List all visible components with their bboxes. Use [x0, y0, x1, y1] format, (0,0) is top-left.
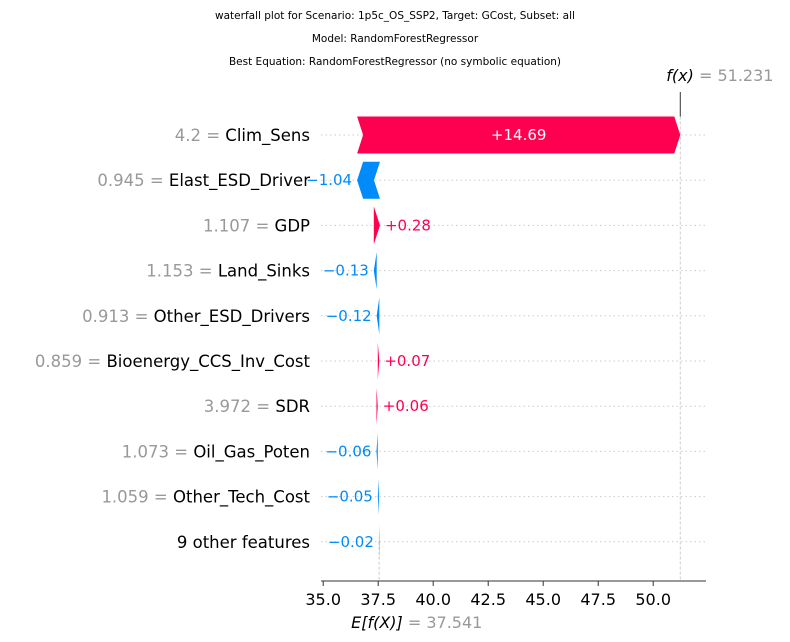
feature-label: 4.2 = Clim_Sens [175, 126, 310, 146]
contribution-label: −0.05 [327, 488, 373, 506]
feature-label: 1.153 = Land_Sinks [146, 262, 310, 282]
feature-name: Bioenergy_CCS_Inv_Cost [106, 352, 310, 372]
waterfall-bar [373, 252, 377, 290]
contribution-label: −0.06 [325, 442, 371, 460]
feature-value: 1.059 = [101, 488, 173, 507]
contribution-label: −1.04 [306, 171, 352, 189]
feature-name: Clim_Sens [225, 126, 310, 146]
x-tick-label: 42.5 [470, 590, 506, 609]
ex-label: E[f(X)] [351, 613, 403, 632]
feature-value: 0.859 = [35, 352, 107, 371]
feature-label: 9 other features [177, 533, 310, 552]
feature-label: 0.913 = Other_ESD_Drivers [82, 307, 310, 327]
feature-value: 1.153 = [146, 262, 218, 281]
feature-name: GDP [275, 216, 310, 235]
waterfall-bar [377, 478, 379, 516]
chart-title-line-2: Model: RandomForestRegressor [312, 33, 479, 45]
feature-label: 0.945 = Elast_ESD_Driver [97, 171, 310, 191]
x-tick-label: 50.0 [635, 590, 671, 609]
contribution-label: +14.69 [491, 126, 547, 144]
waterfall-bar [376, 387, 378, 425]
feature-value: 0.913 = [82, 307, 154, 326]
feature-name: SDR [275, 397, 310, 416]
contribution-label: +0.06 [383, 397, 429, 415]
bars-layer [357, 116, 681, 561]
feature-label: 1.073 = Oil_Gas_Poten [122, 442, 310, 462]
contribution-label: +0.28 [385, 216, 431, 234]
feature-value: 0.945 = [97, 171, 169, 190]
feature-name: Elast_ESD_Driver [169, 171, 310, 191]
feature-name: Oil_Gas_Poten [193, 442, 310, 462]
x-tick-label: 40.0 [415, 590, 451, 609]
x-axis: 35.0 37.5 40.0 42.5 45.0 47.5 50.0 f(x) = 51.23… [305, 66, 773, 632]
waterfall-bar [373, 206, 380, 244]
fx-annotation: f(x) = 51.231 [666, 66, 773, 85]
feature-value: 4.2 = [175, 126, 226, 145]
feature-value: 3.972 = [204, 397, 276, 416]
x-tick-label: 35.0 [305, 590, 341, 609]
ex-value: = 37.541 [403, 613, 483, 632]
contribution-label: −0.12 [326, 307, 372, 325]
feature-name: Other_Tech_Cost [173, 488, 311, 508]
waterfall-bar [377, 342, 380, 380]
labels-layer: +14.694.2 = Clim_Sens−1.040.945 = Elast_… [35, 126, 547, 552]
feature-value: 1.107 = [203, 216, 275, 235]
chart-title-line-3: Best Equation: RandomForestRegressor (no… [229, 56, 561, 68]
feature-label: 1.107 = GDP [203, 216, 310, 235]
chart-title-line-1: waterfall plot for Scenario: 1p5c_OS_SSP… [215, 10, 575, 22]
contribution-label: −0.13 [323, 262, 369, 280]
x-tick-label: 47.5 [580, 590, 616, 609]
feature-label: 3.972 = SDR [204, 397, 310, 416]
feature-name: Land_Sinks [218, 262, 310, 282]
contribution-label: −0.02 [328, 533, 374, 551]
feature-label: 1.059 = Other_Tech_Cost [101, 488, 310, 508]
fx-value: = 51.231 [694, 66, 774, 85]
contribution-label: +0.07 [384, 352, 430, 370]
waterfall-bar [357, 116, 681, 154]
waterfall-bar [376, 297, 380, 335]
feature-label: 0.859 = Bioenergy_CCS_Inv_Cost [35, 352, 311, 372]
grid-layer [321, 116, 706, 581]
waterfall-bar [376, 432, 378, 470]
feature-name: 9 other features [177, 533, 310, 552]
x-tick-label: 37.5 [360, 590, 396, 609]
waterfall-bar [357, 161, 380, 199]
fx-label: f(x) [666, 66, 694, 85]
x-tick-label: 45.0 [525, 590, 561, 609]
ex-annotation: E[f(X)] = 37.541 [351, 613, 482, 632]
feature-name: Other_ESD_Drivers [154, 307, 310, 327]
feature-value: 1.073 = [122, 442, 194, 461]
